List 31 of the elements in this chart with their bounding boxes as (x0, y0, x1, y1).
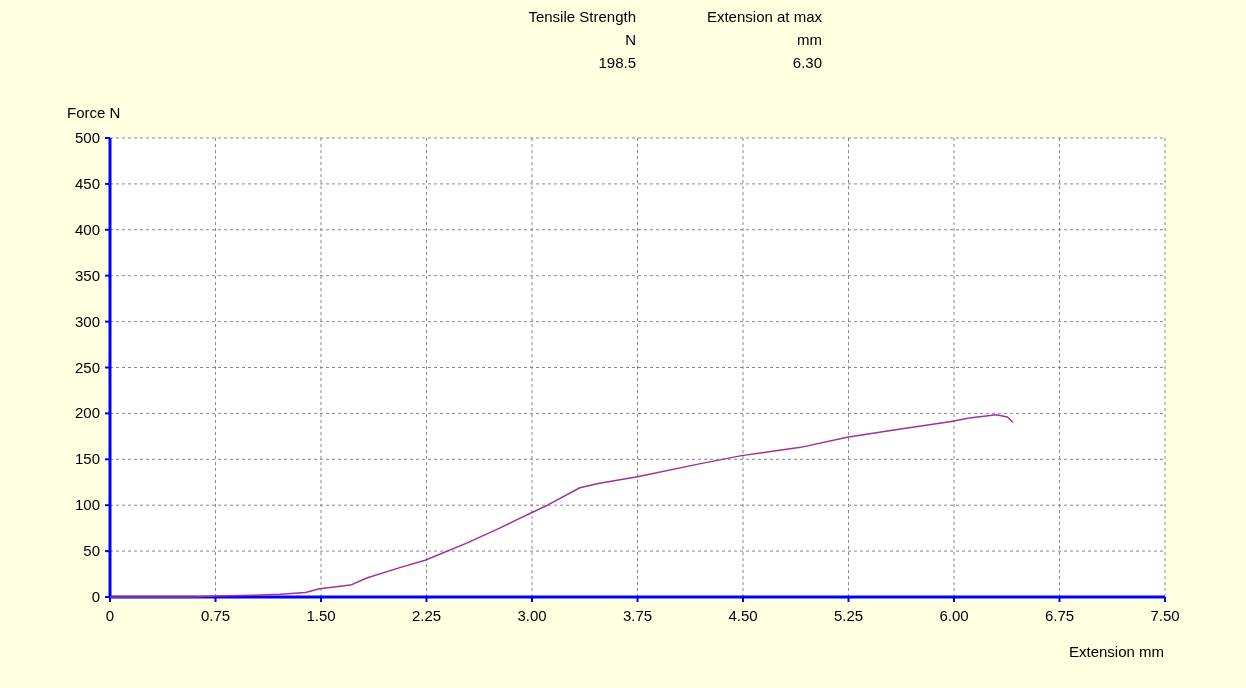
y-tick-label: 500 (74, 129, 100, 146)
y-tick-label: 200 (74, 404, 100, 422)
text: Tensile Strength (528, 8, 636, 25)
y-tick-label: 400 (74, 220, 100, 238)
text: 6.30 (792, 54, 822, 71)
x-tick-label: 4.50 (728, 607, 758, 624)
x-tick-label: 6.75 (1044, 607, 1075, 624)
text: N (625, 31, 636, 48)
x-axis-title: Extension mm (1068, 643, 1164, 660)
y-tick-label: 450 (74, 174, 100, 192)
y-tick-label: 0 (91, 588, 100, 605)
y-tick-label: 350 (74, 266, 100, 284)
x-tick-label: 0 (105, 607, 115, 624)
text: mm (797, 31, 822, 48)
x-tick-label: 6.00 (939, 607, 969, 624)
line-series (109, 414, 1014, 598)
y-tick-label: 100 (74, 496, 100, 514)
text: 198.5 (598, 54, 636, 71)
x-tick-label: 2.25 (411, 607, 442, 624)
x-tick-label: 3.00 (517, 607, 547, 624)
y-tick-label: 250 (74, 358, 100, 376)
x-tick-label: 1.50 (306, 607, 336, 624)
x-tick-label: 3.75 (622, 607, 653, 624)
y-tick-label: 300 (74, 312, 100, 330)
y-tick-label: 50 (83, 542, 100, 560)
x-tick-label: 0.75 (200, 607, 231, 624)
x-tick-label: 5.25 (833, 607, 864, 624)
y-tick-label: 150 (74, 450, 100, 468)
y-axis-title: Force N (67, 104, 121, 121)
text: Extension at max (706, 8, 823, 25)
x-tick-label: 7.50 (1150, 607, 1180, 624)
